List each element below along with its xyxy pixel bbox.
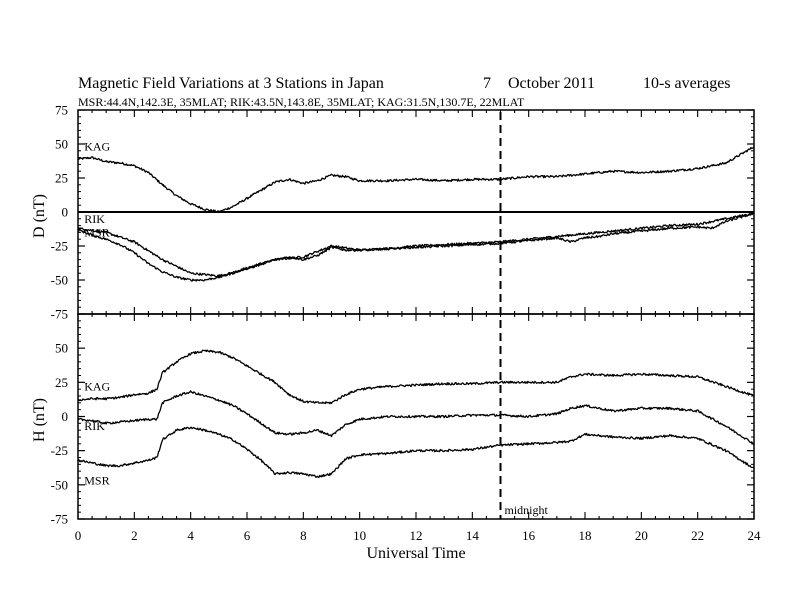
d-y-tick-label: -50 (51, 273, 68, 288)
chart-title-cadence: 10-s averages (643, 75, 731, 92)
d-y-tick-label: -75 (51, 307, 68, 322)
h-y-tick-label: 50 (55, 341, 68, 356)
chart-title-day: 7 (483, 75, 491, 92)
midnight-label: midnight (505, 503, 549, 517)
h-series-rik-line (77, 390, 755, 445)
x-tick-label: 6 (244, 528, 251, 543)
h-series-kag-line (77, 349, 755, 405)
d-series-label-rik: RIK (84, 212, 105, 226)
x-tick-label: 4 (187, 528, 194, 543)
x-tick-label: 24 (748, 528, 762, 543)
x-axis-title: Universal Time (366, 545, 465, 562)
chart-title-date: October 2011 (508, 75, 595, 92)
d-axis-title: D (nT) (31, 194, 48, 238)
d-series-label-kag: KAG (84, 140, 110, 154)
d-series-kag-line (77, 146, 755, 214)
h-y-tick-label: 0 (62, 409, 69, 424)
h-series-label-msr: MSR (84, 474, 109, 488)
h-y-tick-label: 25 (55, 375, 68, 390)
h-series-msr-line (77, 426, 755, 478)
h-series-label-kag: KAG (84, 379, 110, 393)
x-tick-label: 18 (579, 528, 592, 543)
d-y-tick-label: -25 (51, 239, 68, 254)
h-y-tick-label: -25 (51, 443, 68, 458)
d-series-msr-line (77, 212, 755, 282)
x-tick-label: 8 (300, 528, 307, 543)
h-series-label-rik: RIK (84, 419, 105, 433)
x-tick-label: 20 (635, 528, 648, 543)
d-y-tick-label: 75 (55, 103, 68, 118)
h-axis-title: H (nT) (31, 398, 48, 442)
h-y-tick-label: -75 (51, 512, 68, 527)
x-tick-label: 10 (353, 528, 366, 543)
x-tick-label: 16 (522, 528, 536, 543)
x-tick-label: 0 (75, 528, 82, 543)
d-series-rik-line (77, 212, 755, 278)
d-y-tick-label: 50 (55, 137, 68, 152)
x-tick-label: 22 (691, 528, 704, 543)
d-y-tick-label: 0 (62, 205, 69, 220)
d-series-label-msr: MSR (84, 225, 109, 239)
x-tick-label: 2 (131, 528, 138, 543)
x-tick-label: 14 (466, 528, 480, 543)
station-coordinates-subtitle: MSR:44.4N,142.3E, 35MLAT; RIK:43.5N,143.… (78, 95, 525, 109)
x-tick-label: 12 (410, 528, 423, 543)
h-y-tick-label: -50 (51, 477, 68, 492)
d-y-tick-label: 25 (55, 171, 68, 186)
chart-title: Magnetic Field Variations at 3 Stations … (78, 75, 384, 92)
